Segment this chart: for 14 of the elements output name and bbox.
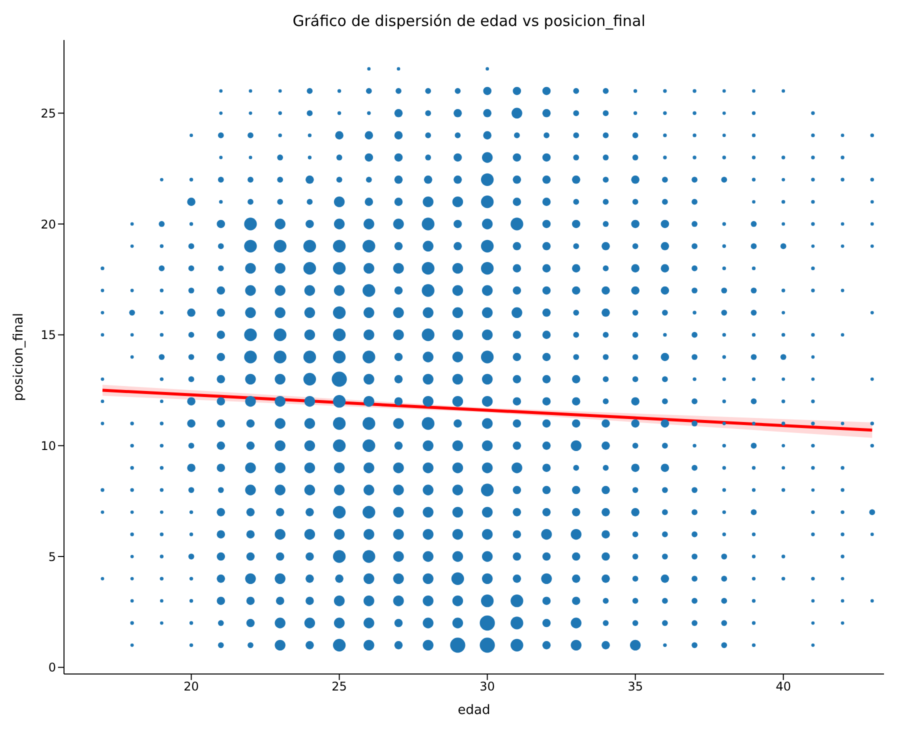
y-tick-label: 5	[48, 550, 56, 564]
x-tick-label: 35	[628, 680, 643, 694]
x-tick-label: 30	[480, 680, 495, 694]
y-axis-title: posicion_final	[12, 312, 27, 402]
y-tick-label: 10	[40, 438, 56, 453]
chart-title: Gráfico de dispersión de edad vs posicion_final	[292, 11, 646, 32]
y-tick-label: 15	[40, 328, 56, 342]
y-tick-label: 25	[40, 106, 56, 120]
x-tick-label: 20	[184, 680, 199, 694]
y-tick-label: 0	[48, 660, 56, 675]
y-tick-label: 20	[40, 217, 56, 232]
x-tick-label: 25	[332, 680, 347, 694]
x-axis-title: edad	[458, 703, 490, 718]
x-tick-label: 40	[776, 680, 791, 694]
